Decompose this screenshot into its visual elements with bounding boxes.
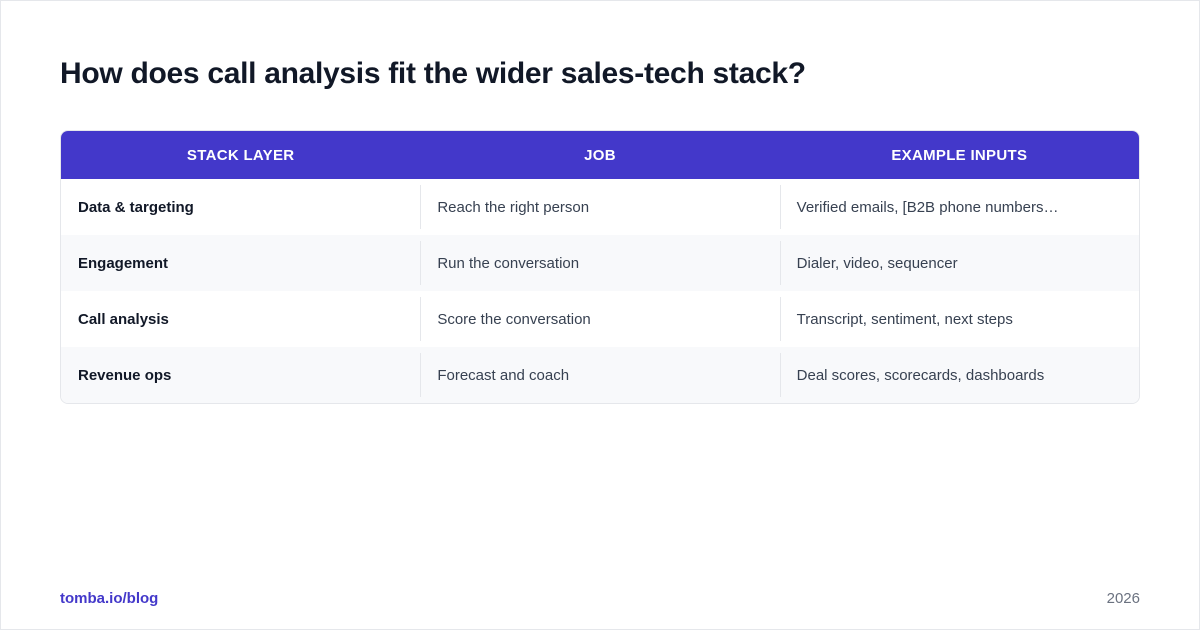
table-row: Engagement Run the conversation Dialer, … <box>61 235 1139 291</box>
page-title: How does call analysis fit the wider sal… <box>60 57 806 90</box>
cell-job: Reach the right person <box>420 179 779 235</box>
cell-job: Score the conversation <box>420 291 779 347</box>
cell-example-inputs: Deal scores, scorecards, dashboards <box>779 347 1139 403</box>
column-header-stack-layer: STACK LAYER <box>186 146 295 164</box>
cell-example-inputs: Verified emails, [B2B phone numbers… <box>779 179 1139 235</box>
table-row: Call analysis Score the conversation Tra… <box>61 291 1139 347</box>
cell-job: Run the conversation <box>420 235 779 291</box>
cell-stack-layer: Call analysis <box>78 310 169 328</box>
table-row: Data & targeting Reach the right person … <box>61 179 1139 235</box>
column-header-job: JOB <box>584 146 616 164</box>
cell-job: Forecast and coach <box>420 347 779 403</box>
cell-example-inputs: Transcript, sentiment, next steps <box>779 291 1139 347</box>
footer-year: 2026 <box>1106 590 1140 607</box>
cell-stack-layer: Revenue ops <box>78 366 172 384</box>
stack-table: STACK LAYER JOB EXAMPLE INPUTS Data & ta… <box>60 130 1140 404</box>
cell-stack-layer: Data & targeting <box>78 198 194 216</box>
table-header: STACK LAYER JOB EXAMPLE INPUTS <box>61 131 1139 179</box>
cell-example-inputs: Dialer, video, sequencer <box>779 235 1139 291</box>
blog-link[interactable]: tomba.io/blog <box>60 590 159 607</box>
cell-stack-layer: Engagement <box>78 254 169 272</box>
table-row: Revenue ops Forecast and coach Deal scor… <box>61 347 1139 403</box>
column-header-example-inputs: EXAMPLE INPUTS <box>891 146 1028 164</box>
